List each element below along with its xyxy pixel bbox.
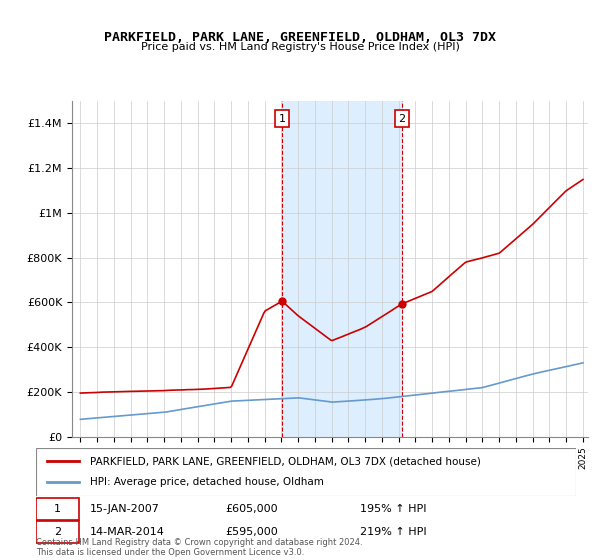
Text: HPI: Average price, detached house, Oldham: HPI: Average price, detached house, Oldh… xyxy=(90,477,324,487)
Text: 219% ↑ HPI: 219% ↑ HPI xyxy=(360,528,427,538)
Text: 1: 1 xyxy=(54,504,61,514)
Text: 2: 2 xyxy=(54,528,61,538)
FancyBboxPatch shape xyxy=(36,448,576,496)
FancyBboxPatch shape xyxy=(36,521,79,543)
Text: 14-MAR-2014: 14-MAR-2014 xyxy=(90,528,165,538)
Text: 15-JAN-2007: 15-JAN-2007 xyxy=(90,504,160,514)
Text: Contains HM Land Registry data © Crown copyright and database right 2024.
This d: Contains HM Land Registry data © Crown c… xyxy=(36,538,362,557)
Text: PARKFIELD, PARK LANE, GREENFIELD, OLDHAM, OL3 7DX: PARKFIELD, PARK LANE, GREENFIELD, OLDHAM… xyxy=(104,31,496,44)
Point xyxy=(397,299,407,308)
Text: 2: 2 xyxy=(398,114,406,124)
Bar xyxy=(282,101,402,437)
Text: 1: 1 xyxy=(278,114,286,124)
Text: 195% ↑ HPI: 195% ↑ HPI xyxy=(360,504,427,514)
FancyBboxPatch shape xyxy=(36,498,79,520)
Text: £605,000: £605,000 xyxy=(225,504,278,514)
Text: PARKFIELD, PARK LANE, GREENFIELD, OLDHAM, OL3 7DX (detached house): PARKFIELD, PARK LANE, GREENFIELD, OLDHAM… xyxy=(90,456,481,466)
Text: £595,000: £595,000 xyxy=(225,528,278,538)
Text: Price paid vs. HM Land Registry's House Price Index (HPI): Price paid vs. HM Land Registry's House … xyxy=(140,42,460,52)
Point xyxy=(277,297,287,306)
